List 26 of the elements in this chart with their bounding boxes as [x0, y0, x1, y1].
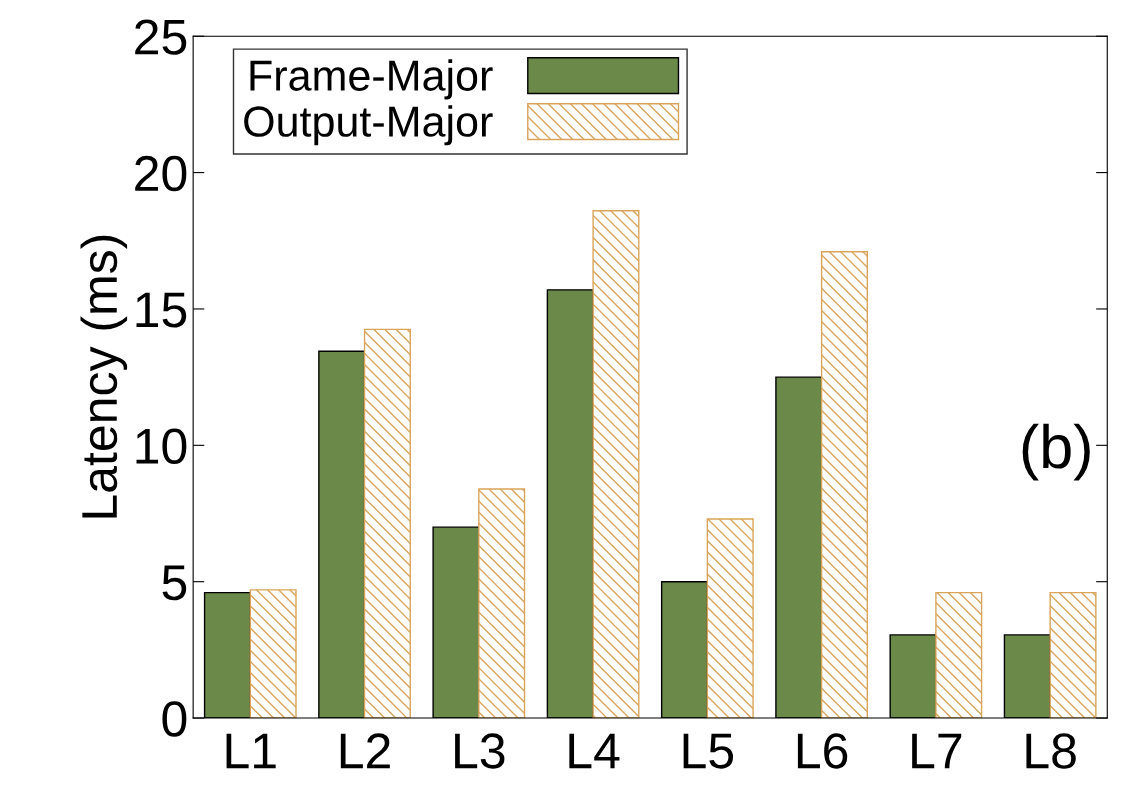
x-tick-label: L5 — [683, 733, 734, 769]
bar — [1049, 591, 1097, 719]
y-axis-title: Latency (ms) — [80, 235, 128, 518]
bar — [592, 210, 640, 719]
x-tick-label: L6 — [797, 733, 848, 769]
bar — [478, 488, 526, 719]
x-tick-label: L8 — [1026, 733, 1076, 769]
y-tick-label: 5 — [162, 565, 187, 601]
x-tick-label: L4 — [569, 733, 620, 769]
y-tick-label: 25 — [135, 19, 187, 55]
bar — [935, 591, 983, 719]
bar — [363, 328, 411, 719]
x-tick-label: L2 — [340, 733, 390, 769]
x-tick-label: L3 — [455, 733, 505, 769]
y-tick-label: 10 — [136, 428, 187, 464]
legend-label: Output-Major — [244, 105, 493, 146]
legend-label: Frame-Major — [250, 59, 493, 100]
x-tick-label: L1 — [226, 733, 276, 769]
bar — [820, 250, 869, 719]
y-tick-label: 0 — [162, 701, 187, 737]
y-tick-label: 20 — [135, 155, 187, 192]
annotation: (b) — [1022, 423, 1090, 481]
bar — [249, 589, 297, 719]
x-tick-label: L7 — [912, 733, 962, 769]
y-tick-label: 15 — [136, 292, 187, 328]
bar — [706, 518, 754, 719]
